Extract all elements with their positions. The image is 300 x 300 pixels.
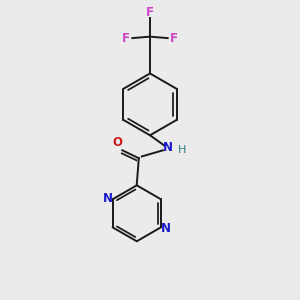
Text: N: N (161, 222, 171, 235)
Text: F: F (122, 32, 130, 46)
Text: N: N (163, 141, 173, 154)
Text: F: F (170, 32, 178, 46)
Text: N: N (103, 192, 112, 205)
Text: H: H (178, 145, 187, 155)
Text: O: O (112, 136, 122, 149)
Text: F: F (146, 6, 154, 19)
